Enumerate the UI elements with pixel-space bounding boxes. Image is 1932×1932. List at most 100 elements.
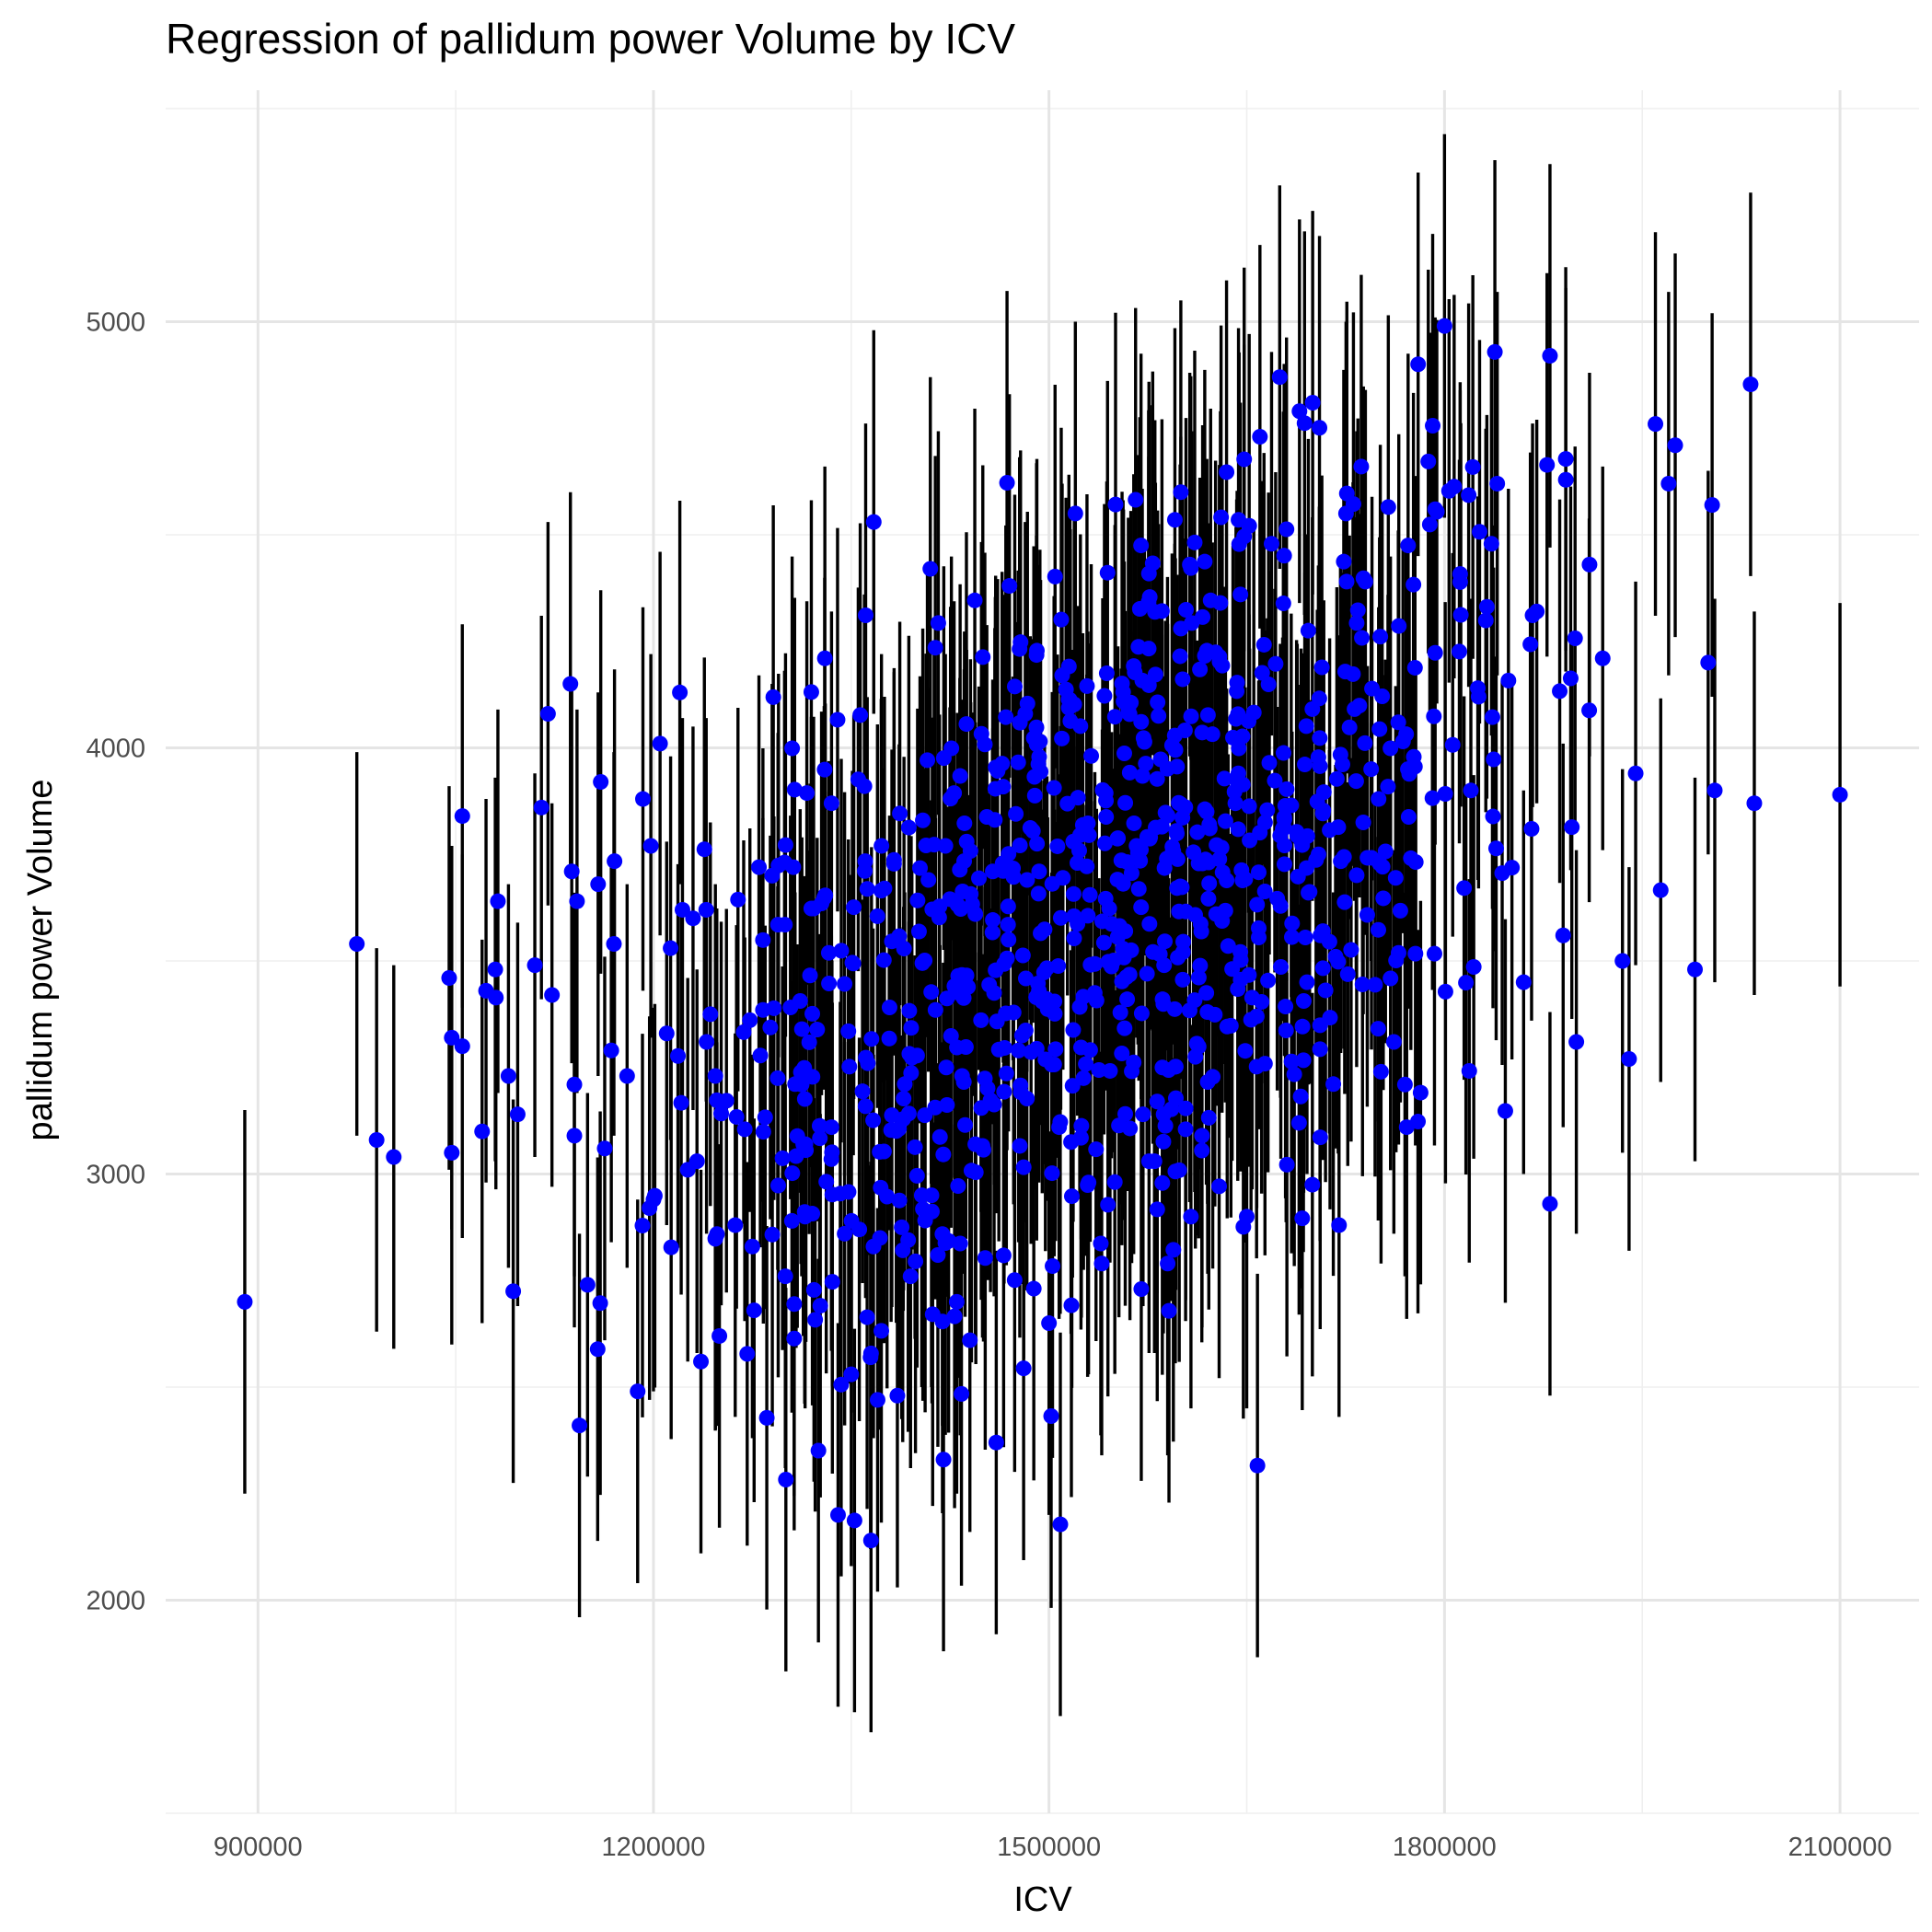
data-point xyxy=(1314,805,1331,822)
data-point xyxy=(846,899,862,916)
data-point xyxy=(673,1094,689,1111)
data-point xyxy=(1171,1162,1187,1178)
data-point xyxy=(1353,458,1370,475)
data-point xyxy=(1043,1407,1059,1424)
data-point xyxy=(1471,524,1487,540)
data-point xyxy=(1564,819,1580,836)
data-point xyxy=(1371,855,1388,872)
data-point xyxy=(930,615,946,631)
data-point xyxy=(751,859,768,875)
data-point xyxy=(544,987,561,1003)
data-point xyxy=(1017,970,1034,987)
data-point xyxy=(1177,1121,1194,1138)
data-point xyxy=(770,857,787,873)
data-point xyxy=(1116,746,1132,762)
data-point xyxy=(949,1039,966,1056)
data-point xyxy=(881,999,897,1015)
data-point xyxy=(1047,1041,1064,1058)
data-point xyxy=(924,901,941,918)
data-point xyxy=(635,791,652,807)
data-point xyxy=(1296,415,1313,432)
data-point xyxy=(840,1023,857,1039)
data-point xyxy=(1134,768,1151,784)
data-point xyxy=(1273,958,1290,975)
data-point xyxy=(1742,376,1759,393)
data-point xyxy=(1001,931,1017,948)
data-point xyxy=(939,1096,955,1113)
data-point xyxy=(1391,618,1407,634)
data-point xyxy=(1140,594,1157,610)
data-point xyxy=(845,955,862,972)
data-point xyxy=(693,1353,710,1370)
data-point xyxy=(1309,793,1325,810)
data-point xyxy=(995,1247,1012,1264)
data-point xyxy=(1375,890,1392,907)
data-point xyxy=(444,1029,460,1046)
data-point xyxy=(1304,1176,1321,1193)
data-point xyxy=(954,884,971,900)
data-point xyxy=(833,1376,850,1393)
data-point xyxy=(943,1027,959,1044)
data-point xyxy=(852,707,869,723)
data-point xyxy=(896,1091,912,1107)
data-point xyxy=(1161,1062,1177,1079)
data-point xyxy=(950,1177,966,1194)
data-point xyxy=(833,943,850,959)
data-point xyxy=(909,892,926,908)
data-point xyxy=(1294,1210,1311,1227)
data-point xyxy=(1186,534,1203,550)
data-point xyxy=(998,1065,1014,1082)
data-point xyxy=(1220,938,1236,954)
data-point xyxy=(1267,772,1283,789)
data-point xyxy=(1338,573,1355,590)
data-point xyxy=(1297,930,1313,946)
data-point xyxy=(1167,742,1184,758)
data-point xyxy=(766,1000,782,1016)
data-point xyxy=(349,935,365,952)
data-point xyxy=(786,1330,803,1347)
data-point xyxy=(1371,791,1387,807)
data-point xyxy=(1359,907,1375,923)
data-point xyxy=(1063,1134,1080,1151)
data-point xyxy=(1012,1138,1028,1154)
data-point xyxy=(579,1277,596,1293)
data-point xyxy=(1015,1159,1032,1175)
data-point xyxy=(1291,403,1308,420)
data-point xyxy=(1304,394,1321,411)
data-point xyxy=(935,1146,952,1163)
data-point xyxy=(1094,913,1111,930)
data-point xyxy=(1155,1133,1172,1150)
data-point xyxy=(1542,348,1558,364)
data-point xyxy=(788,1148,804,1164)
data-point xyxy=(1177,903,1194,920)
data-point xyxy=(952,862,968,878)
data-point xyxy=(1122,1120,1139,1137)
data-point xyxy=(974,1138,990,1154)
data-point xyxy=(1063,1297,1080,1313)
data-point xyxy=(1437,786,1453,803)
data-point xyxy=(1065,1022,1082,1038)
data-point xyxy=(1079,858,1095,874)
data-point xyxy=(1172,878,1188,895)
data-point xyxy=(816,761,833,778)
data-point xyxy=(1421,516,1438,533)
data-point xyxy=(1314,960,1331,977)
data-point xyxy=(894,1219,910,1235)
data-point xyxy=(454,808,470,825)
data-point xyxy=(1322,1010,1338,1026)
data-point xyxy=(1567,631,1583,647)
data-point xyxy=(1278,1156,1295,1173)
data-point xyxy=(1133,713,1150,730)
data-point xyxy=(1401,766,1417,782)
data-point xyxy=(1058,681,1074,698)
data-point xyxy=(1060,700,1077,716)
data-point xyxy=(1283,1053,1300,1070)
data-point xyxy=(769,1070,786,1086)
data-point xyxy=(1190,969,1207,986)
data-point xyxy=(903,1020,920,1036)
data-point xyxy=(1486,751,1502,768)
data-point xyxy=(1151,946,1168,963)
x-tick-label: 2100000 xyxy=(1788,1833,1892,1862)
data-point xyxy=(837,976,853,992)
data-point xyxy=(930,1246,946,1263)
